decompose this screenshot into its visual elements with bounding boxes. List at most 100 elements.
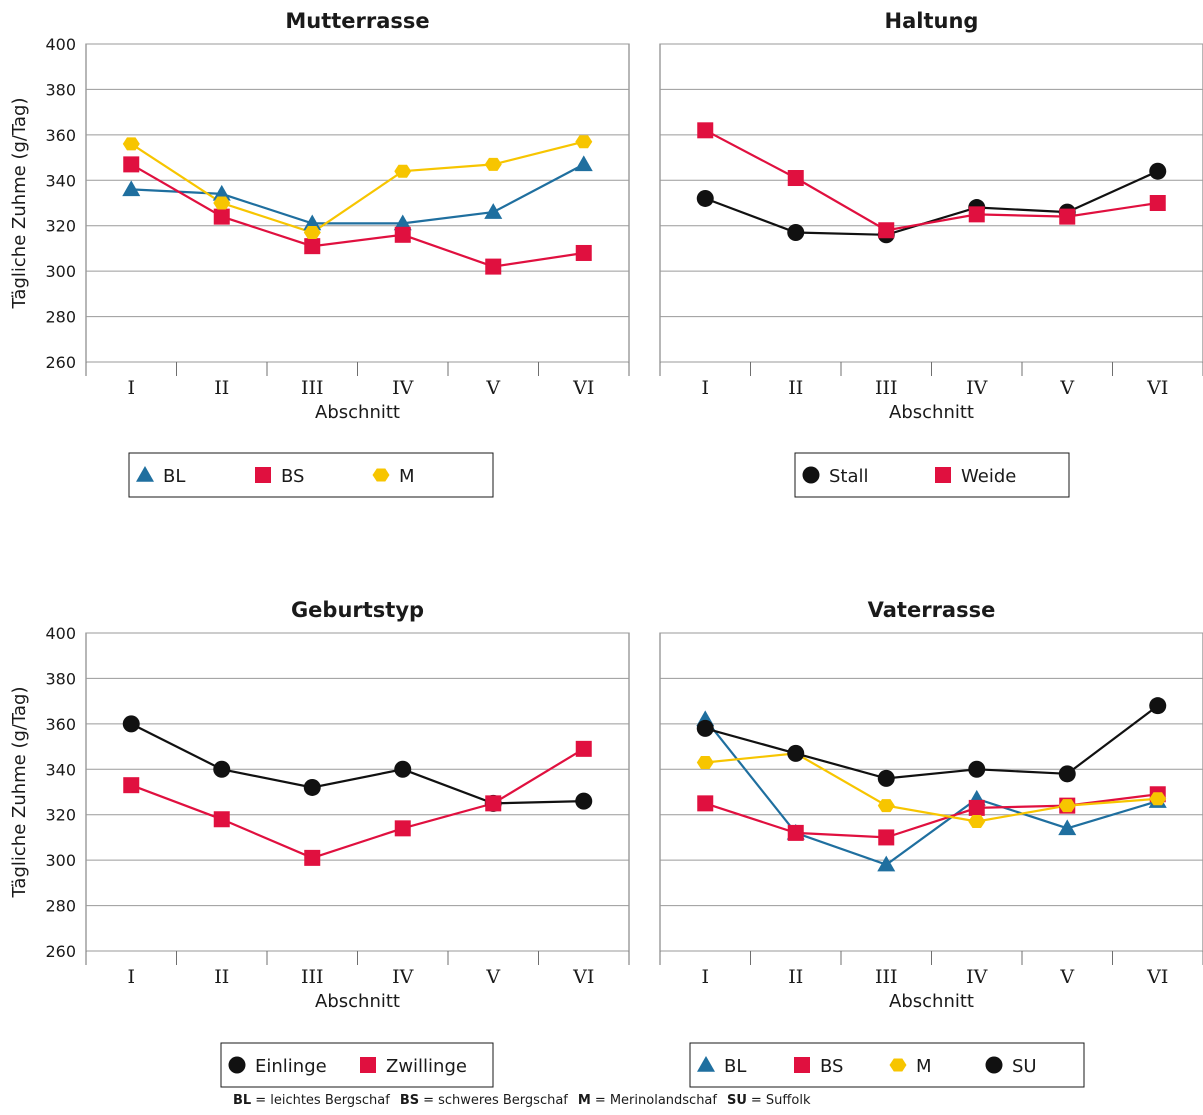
x-tick-label: III — [301, 377, 324, 399]
legend-marker-bl — [136, 466, 154, 482]
data-point-einlinge — [575, 792, 593, 810]
series-line-m — [130, 140, 585, 234]
legend-box — [220, 1042, 494, 1088]
data-point-zwillinge — [304, 849, 321, 866]
data-point-su — [968, 760, 986, 778]
x-tick-label: V — [485, 966, 500, 988]
legend-marker-m — [372, 468, 390, 482]
legend-label-bl: BL — [724, 1056, 746, 1077]
data-point-bl — [1058, 819, 1077, 836]
data-point-m — [877, 799, 895, 813]
plot-frame — [659, 632, 1203, 952]
series-line-einlinge — [130, 722, 584, 805]
y-axis-label: Tägliche Zuhme (g/Tag) — [9, 687, 30, 899]
data-point-bl — [303, 214, 322, 231]
data-point-zwillinge — [213, 811, 230, 828]
data-point-bs — [575, 244, 592, 261]
data-point-zwillinge — [123, 777, 140, 794]
x-tick-label: III — [875, 377, 898, 399]
x-tick-label: II — [214, 966, 229, 988]
footnote-text: = schweres Bergschaf — [423, 1093, 568, 1108]
x-axis-label: Abschnitt — [315, 991, 400, 1012]
data-point-bs — [878, 829, 895, 846]
y-tick-label: 340 — [45, 171, 76, 190]
data-point-m — [303, 226, 321, 239]
y-tick-label: 280 — [45, 308, 76, 327]
data-point-m — [394, 164, 412, 178]
legend-label-bs: BS — [281, 466, 304, 487]
series-line-bs — [130, 163, 584, 268]
footnote-text: = Merinolandschaf — [595, 1093, 718, 1108]
data-point-stall — [787, 224, 805, 242]
data-point-einlinge — [213, 760, 231, 778]
y-tick-label: 320 — [45, 806, 76, 825]
y-tick-label: 400 — [45, 624, 76, 643]
data-point-su — [787, 744, 805, 762]
y-axis-label: Tägliche Zuhme (g/Tag) — [9, 98, 30, 310]
x-tick-label: I — [127, 377, 135, 399]
footnote-abbr: BL — [233, 1093, 251, 1108]
series-line-bl — [131, 163, 585, 225]
y-tick-label: 320 — [45, 217, 76, 236]
plot-frame — [85, 632, 630, 952]
y-tick-label: 360 — [45, 126, 76, 145]
legend-box — [689, 1042, 1085, 1088]
legend-label-weide: Weide — [961, 466, 1016, 487]
x-axis-label: Abschnitt — [889, 402, 974, 423]
legend-label-bl: BL — [163, 466, 185, 487]
y-tick-label: 300 — [45, 851, 76, 870]
x-tick-label: III — [875, 966, 898, 988]
data-point-einlinge — [303, 778, 321, 796]
data-point-bs — [123, 156, 140, 173]
data-point-stall — [696, 189, 714, 207]
data-point-weide — [878, 222, 895, 239]
legend-label-su: SU — [1012, 1056, 1037, 1077]
data-point-bs — [485, 258, 502, 275]
data-point-bl — [212, 184, 231, 201]
y-tick-label: 400 — [45, 35, 76, 54]
data-point-bl — [574, 155, 593, 172]
data-point-bl — [122, 180, 141, 197]
data-point-stall — [1149, 162, 1167, 180]
footnote-text: = Suffolk — [751, 1093, 811, 1108]
data-point-bl — [393, 214, 412, 231]
plot-frame — [659, 43, 1203, 363]
data-point-weide — [787, 170, 804, 187]
legend-marker-bs — [794, 1057, 810, 1073]
x-tick-label: III — [301, 966, 324, 988]
legend-label-m: M — [399, 466, 415, 487]
x-tick-label: VI — [1146, 377, 1168, 399]
footnote-abbr: BS — [400, 1093, 419, 1108]
series-line-stall — [704, 170, 1159, 236]
data-point-bs — [304, 238, 321, 255]
x-tick-label: I — [701, 966, 709, 988]
footnote-abbr: SU — [727, 1093, 747, 1108]
data-point-bs — [213, 208, 230, 225]
legend-marker-bl — [697, 1056, 715, 1072]
series-line-su — [705, 704, 1159, 780]
data-point-bs — [697, 795, 714, 812]
y-tick-label: 380 — [45, 669, 76, 688]
data-point-weide — [968, 206, 985, 223]
x-tick-label: IV — [392, 966, 414, 988]
series-line-weide — [704, 129, 1158, 232]
legend-label-einlinge: Einlinge — [255, 1056, 327, 1077]
data-point-weide — [697, 122, 714, 139]
x-tick-label: II — [788, 377, 803, 399]
legend-label-stall: Stall — [829, 466, 869, 487]
x-tick-label: IV — [966, 966, 988, 988]
data-point-su — [696, 719, 714, 737]
chart-title: Mutterrasse — [285, 9, 429, 33]
data-point-weide — [1149, 195, 1166, 211]
series-line-m — [705, 752, 1158, 823]
chart-title: Geburtstyp — [291, 598, 424, 622]
x-axis-label: Abschnitt — [315, 402, 400, 423]
data-point-zwillinge — [394, 820, 411, 837]
data-point-bs — [394, 226, 411, 243]
legend-marker-zwillinge — [360, 1057, 376, 1073]
y-tick-label: 300 — [45, 262, 76, 281]
chart-title: Vaterrasse — [868, 598, 996, 622]
